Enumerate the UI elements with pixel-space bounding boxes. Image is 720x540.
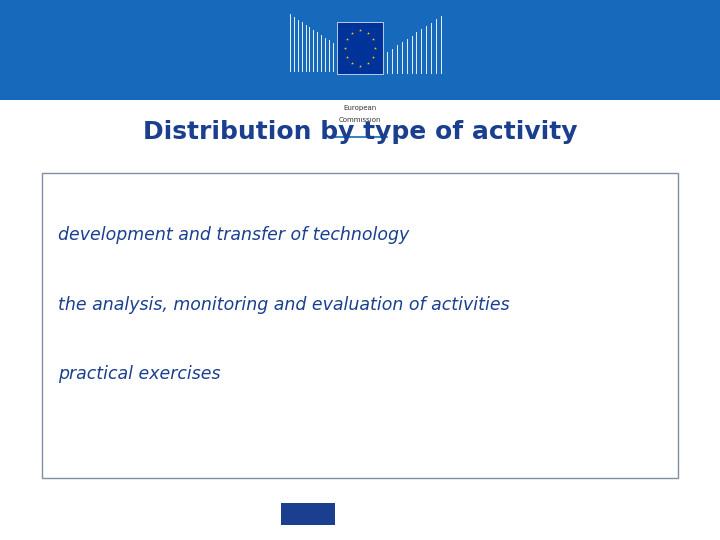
Bar [0, 0, 720, 100]
Text: European: European [343, 105, 377, 111]
Text: Distribution by type of activity: Distribution by type of activity [143, 120, 577, 144]
Text: development and transfer of technology: development and transfer of technology [58, 226, 409, 244]
Bar [281, 503, 335, 525]
Text: the analysis, monitoring and evaluation of activities: the analysis, monitoring and evaluation … [58, 296, 509, 314]
Text: Commıssıon: Commıssıon [338, 117, 382, 123]
Bar [337, 22, 383, 73]
Bar [42, 173, 678, 478]
Text: practical exercises: practical exercises [58, 364, 220, 383]
